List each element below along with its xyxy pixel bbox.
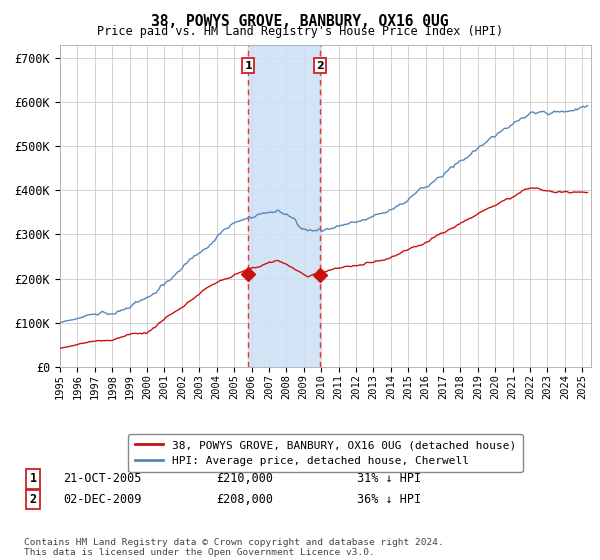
Text: 31% ↓ HPI: 31% ↓ HPI — [357, 472, 421, 486]
Text: 21-OCT-2005: 21-OCT-2005 — [63, 472, 142, 486]
Text: £208,000: £208,000 — [216, 493, 273, 506]
Text: Price paid vs. HM Land Registry's House Price Index (HPI): Price paid vs. HM Land Registry's House … — [97, 25, 503, 38]
Text: 38, POWYS GROVE, BANBURY, OX16 0UG: 38, POWYS GROVE, BANBURY, OX16 0UG — [151, 14, 449, 29]
Text: 02-DEC-2009: 02-DEC-2009 — [63, 493, 142, 506]
Text: Contains HM Land Registry data © Crown copyright and database right 2024.
This d: Contains HM Land Registry data © Crown c… — [24, 538, 444, 557]
Text: 36% ↓ HPI: 36% ↓ HPI — [357, 493, 421, 506]
Text: 1: 1 — [244, 60, 252, 71]
Bar — [248, 45, 320, 367]
Text: 1: 1 — [29, 472, 37, 486]
Text: 2: 2 — [29, 493, 37, 506]
Text: 2: 2 — [316, 60, 323, 71]
Legend: 38, POWYS GROVE, BANBURY, OX16 0UG (detached house), HPI: Average price, detache: 38, POWYS GROVE, BANBURY, OX16 0UG (deta… — [128, 433, 523, 473]
Text: £210,000: £210,000 — [216, 472, 273, 486]
